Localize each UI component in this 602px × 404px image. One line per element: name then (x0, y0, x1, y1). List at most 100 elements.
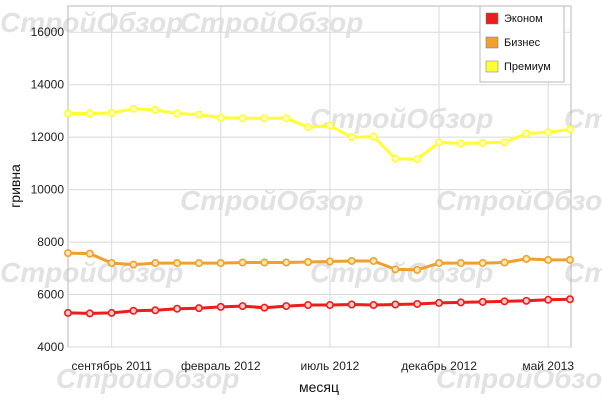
data-point (194, 304, 203, 313)
data-point (544, 128, 553, 137)
data-point (260, 114, 269, 123)
data-point (129, 260, 138, 269)
data-point (413, 299, 422, 308)
data-point (413, 265, 422, 274)
data-point (478, 138, 487, 147)
data-point (194, 259, 203, 268)
data-point (129, 306, 138, 315)
x-axis: сентябрь 2011 февраль 2012 июль 2012 декабр… (72, 359, 575, 373)
watermark-text: СтройОбзор (180, 7, 363, 38)
data-point (216, 259, 225, 268)
x-tick-label: май 2013 (522, 359, 574, 373)
data-point (347, 133, 356, 142)
x-tick-label: февраль 2012 (181, 359, 261, 373)
data-point (391, 154, 400, 163)
y-axis: 4000 6000 8000 10000 12000 14000 16000 (31, 25, 65, 354)
data-point (304, 301, 313, 310)
data-point (391, 265, 400, 274)
data-point (369, 132, 378, 141)
x-tick-label: декабрь 2012 (401, 359, 477, 373)
y-tick-label: 6000 (37, 288, 64, 302)
series-Премиум (64, 104, 574, 164)
series-Бизнес (64, 249, 574, 274)
series-layer (64, 104, 574, 318)
data-point (151, 259, 160, 268)
data-point (478, 297, 487, 306)
data-point (347, 256, 356, 265)
data-point (260, 303, 269, 312)
watermark-text: СтройОбзор (0, 7, 183, 38)
data-point (456, 139, 465, 148)
data-point (64, 308, 73, 317)
y-tick-label: 4000 (37, 340, 64, 354)
data-point (260, 258, 269, 267)
watermark-text: СтройОбзор (436, 363, 602, 394)
legend-swatch (485, 60, 499, 73)
data-point (347, 300, 356, 309)
series-Эконом (64, 295, 574, 318)
data-point (369, 301, 378, 310)
x-tick-label: июль 2012 (301, 359, 360, 373)
data-point (282, 114, 291, 123)
data-point (522, 296, 531, 305)
data-point (107, 259, 116, 268)
data-point (500, 138, 509, 147)
y-tick-label: 14000 (31, 78, 65, 92)
data-point (151, 105, 160, 114)
data-point (282, 302, 291, 311)
data-point (565, 255, 574, 264)
data-point (478, 259, 487, 268)
legend-swatch (485, 12, 499, 25)
watermark-text: СтройОбзор (180, 185, 363, 216)
data-point (500, 258, 509, 267)
data-point (413, 155, 422, 164)
data-point (565, 125, 574, 134)
data-point (456, 259, 465, 268)
data-point (544, 295, 553, 304)
data-point (304, 123, 313, 132)
data-point (85, 249, 94, 258)
data-point (238, 258, 247, 267)
data-point (173, 109, 182, 118)
legend-label: Премиум (504, 61, 551, 73)
y-axis-title: гривна (7, 164, 23, 208)
data-point (456, 298, 465, 307)
x-tick-label: сентябрь 2011 (72, 359, 153, 373)
data-point (435, 259, 444, 268)
data-point (522, 254, 531, 263)
data-point (522, 129, 531, 138)
watermark-text: СтройОбзор (56, 363, 239, 394)
data-point (282, 258, 291, 267)
data-point (64, 109, 73, 118)
data-point (85, 309, 94, 318)
data-point (565, 295, 574, 304)
data-point (325, 121, 334, 130)
data-point (151, 306, 160, 315)
data-point (64, 249, 73, 258)
legend-label: Бизнес (504, 37, 541, 49)
data-point (216, 302, 225, 311)
data-point (500, 297, 509, 306)
data-point (85, 109, 94, 118)
watermark-text: СтройОбзор (436, 185, 602, 216)
data-point (216, 113, 225, 122)
data-point (325, 257, 334, 266)
data-point (435, 138, 444, 147)
data-point (107, 308, 116, 317)
legend-label: Эконом (504, 13, 543, 25)
y-tick-label: 8000 (37, 235, 64, 249)
data-point (391, 300, 400, 309)
data-point (544, 255, 553, 264)
legend-swatch (485, 36, 499, 49)
data-point (107, 109, 116, 118)
watermark-layer: СтройОбзорСтройОбзорСтройОбзорСтройОбзор… (0, 7, 602, 394)
data-point (194, 110, 203, 119)
data-point (173, 259, 182, 268)
data-point (369, 256, 378, 265)
data-point (129, 104, 138, 113)
watermark-text: СтройОбзор (310, 103, 493, 134)
data-point (238, 114, 247, 123)
data-point (304, 258, 313, 267)
y-tick-label: 12000 (31, 130, 65, 144)
